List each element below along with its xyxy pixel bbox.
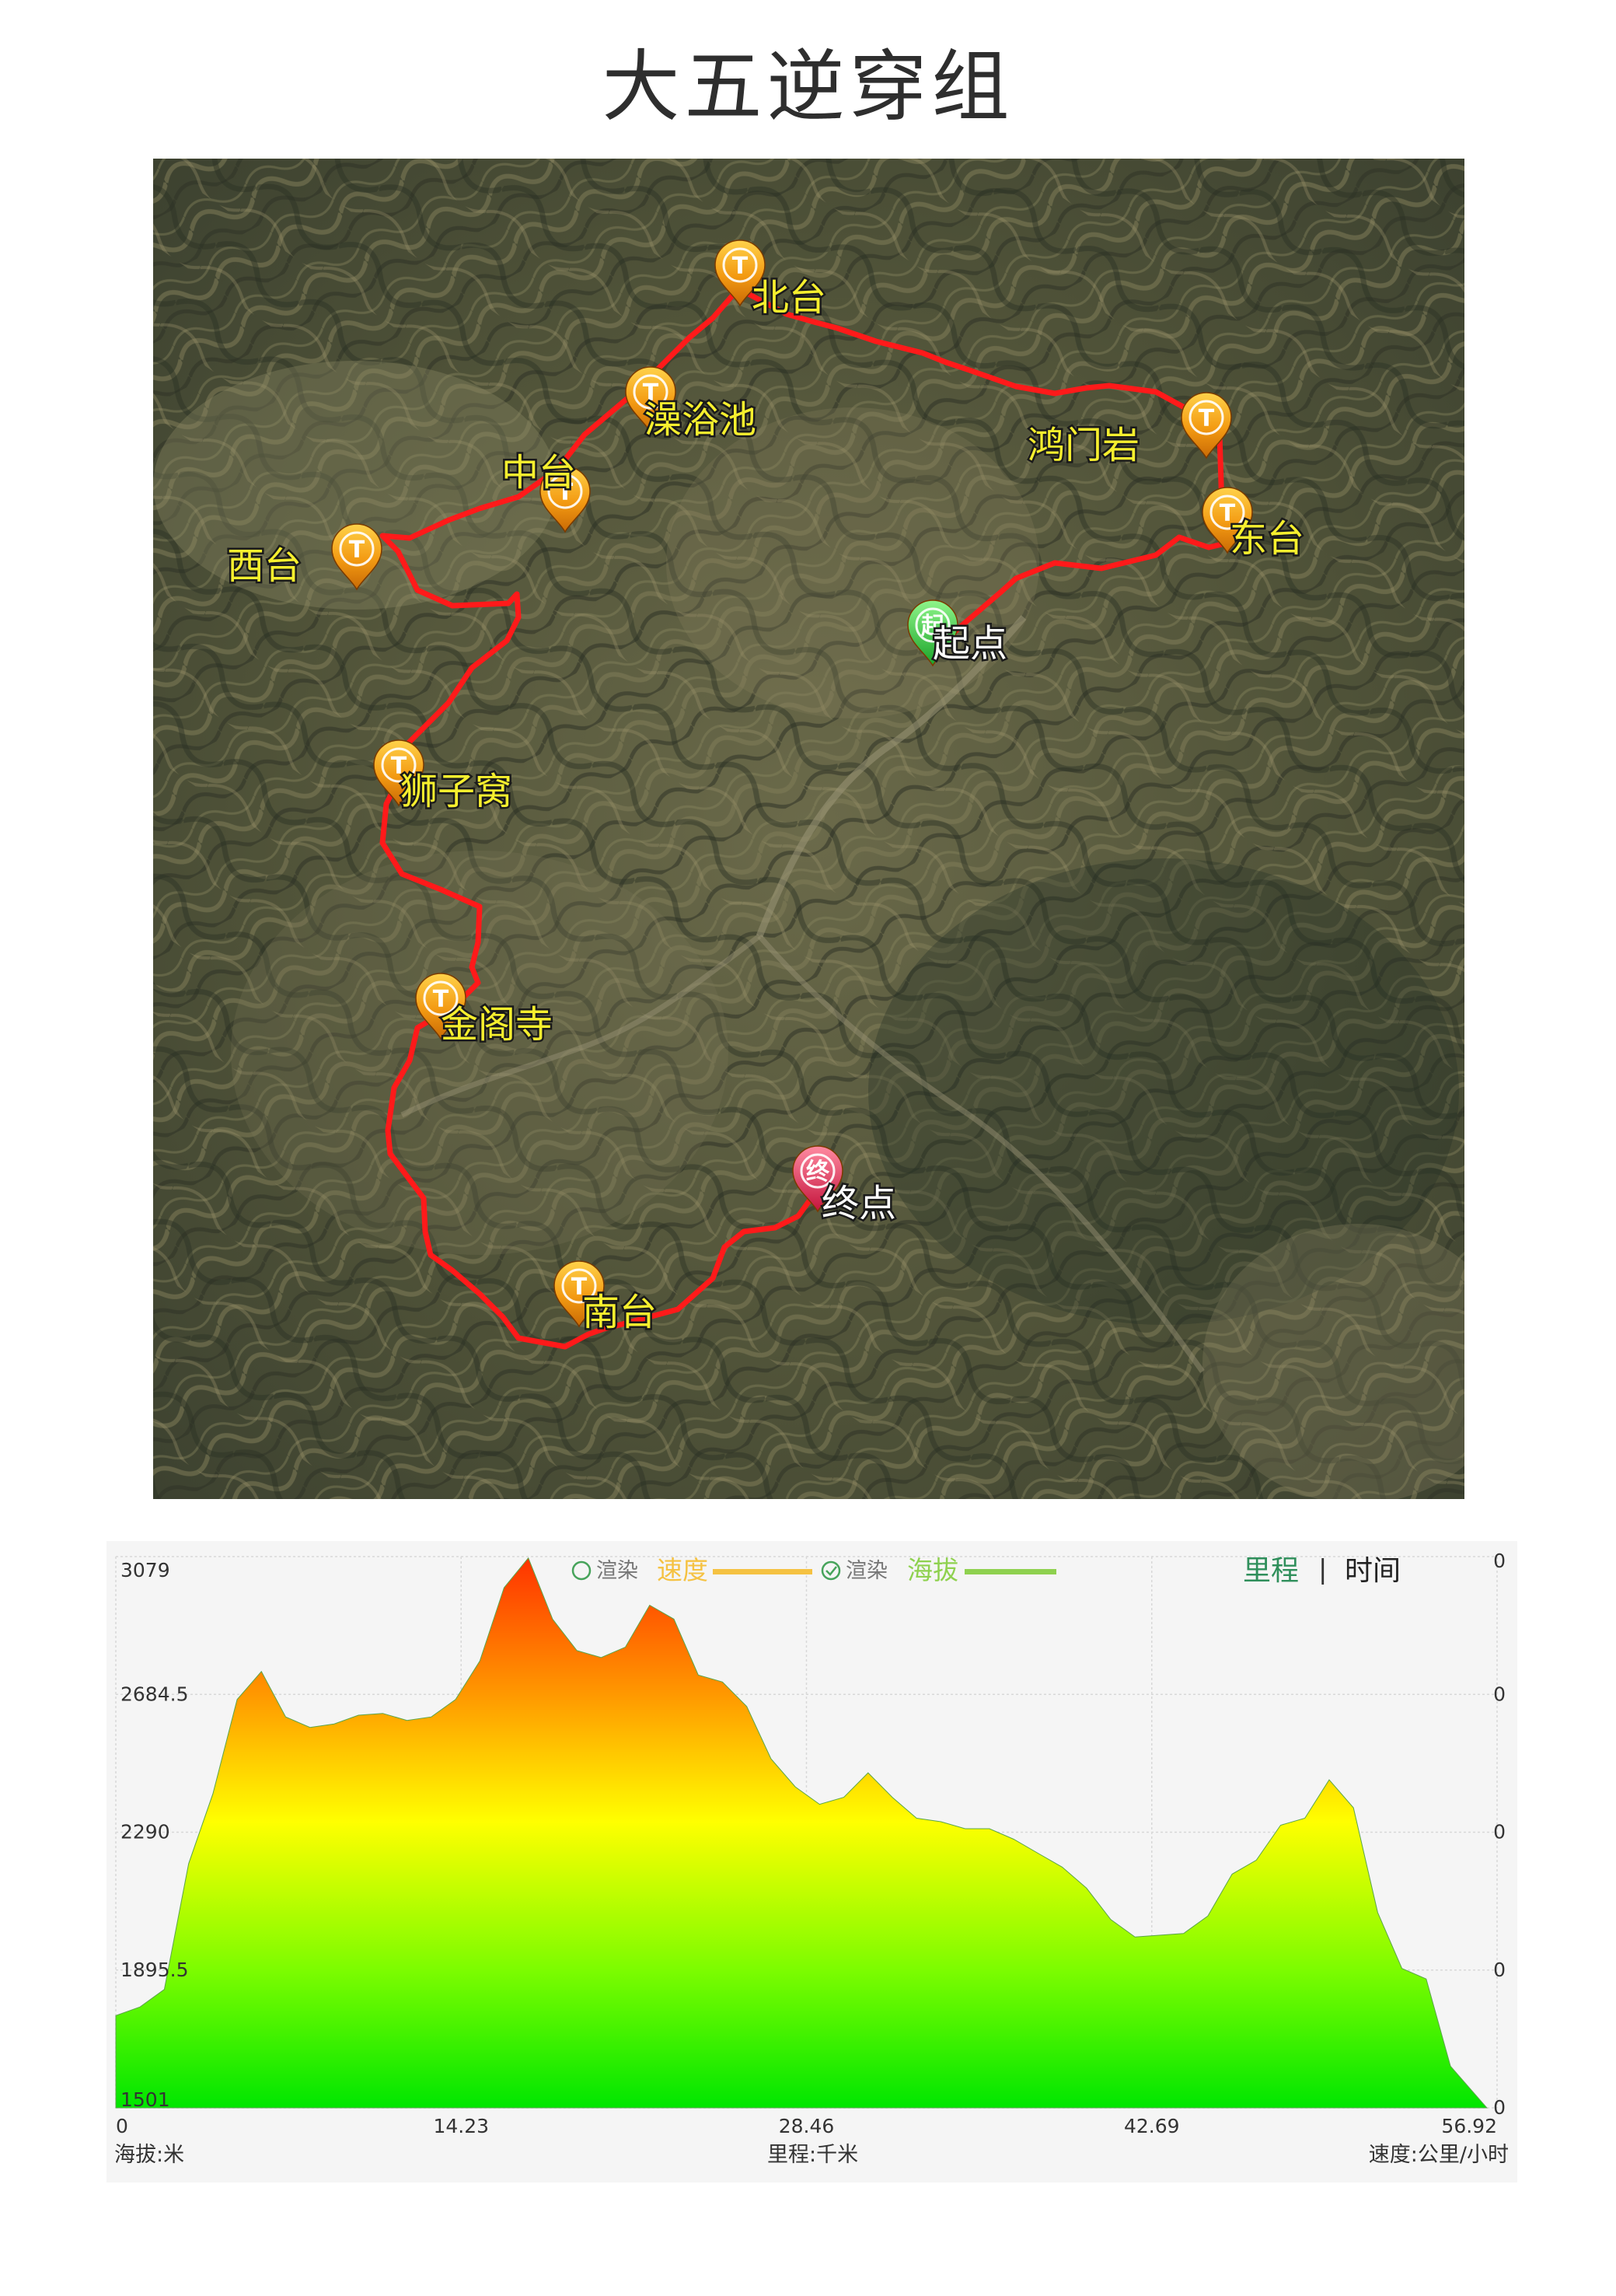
waypoint-label: 起点 (933, 622, 1007, 666)
pin-glyph: T (1199, 405, 1215, 432)
waypoint-label: 北台 (752, 276, 826, 320)
checked-radio-icon[interactable] (821, 1560, 841, 1581)
t-pin-icon[interactable]: T (539, 466, 591, 533)
legend-speed[interactable]: 渲染 速度 (571, 1555, 812, 1585)
waypoint-5[interactable]: T 鸿门岩 (1026, 392, 1232, 470)
y-axis-label: 海拔:米 (114, 2143, 184, 2167)
pin-glyph: 起 (921, 613, 945, 640)
t-pin-icon[interactable]: T (553, 1260, 605, 1328)
toggle-separator: | (1318, 1554, 1327, 1585)
pin-glyph: T (732, 253, 749, 280)
t-pin-icon[interactable]: T (415, 973, 466, 1040)
route-line (379, 284, 1237, 1350)
t-pin-icon[interactable]: T (373, 739, 424, 807)
x-tick-label: 56.92 (1441, 2115, 1497, 2137)
check-mark-icon (825, 1566, 837, 1576)
waypoint-label: 东台 (1230, 517, 1304, 561)
t-pin-icon[interactable]: T (1181, 392, 1232, 460)
y-tick-label: 2684.5 (120, 1683, 188, 1705)
waypoint-1[interactable]: T北台 (714, 239, 829, 322)
toggle-time[interactable]: 时间 (1345, 1555, 1401, 1587)
pin-glyph: T (1220, 500, 1236, 527)
y-tick-label: 1895.5 (120, 1959, 188, 1981)
legend-elevation-prefix: 渲染 (846, 1559, 888, 1583)
satellite-map[interactable]: T 北台 T 澡浴池 T 中台 T 西台 T 鸿门岩 T 东台起起点 T 狮子窝 T 金阁寺终终点 T 南台 (153, 159, 1464, 1499)
y2-tick-label: 0 (1493, 1959, 1506, 1981)
legend-speed-label: 速度 (657, 1555, 708, 1585)
waypoint-label: 狮子窝 (400, 770, 512, 813)
y2-axis-label: 速度:公里/小时 (1369, 2143, 1509, 2167)
unchecked-radio-icon[interactable] (571, 1560, 592, 1581)
page-title: 大五逆穿组 (602, 41, 1014, 132)
x-tick-label: 0 (116, 2115, 128, 2137)
elevation-chart[interactable]: 3079 2684.5 2290 1895.5 1501 0 0 0 0 0 0 14.23 28.… (106, 1541, 1517, 2182)
x-tick-label: 28.46 (779, 2115, 835, 2137)
waypoint-6[interactable]: T东台 (1202, 487, 1307, 563)
t-pin-icon[interactable]: T (625, 366, 676, 434)
pin-glyph: T (391, 753, 407, 780)
t-pin-icon[interactable]: T (331, 523, 382, 591)
waypoint-11[interactable]: T南台 (553, 1260, 659, 1337)
waypoint-3[interactable]: T中台 (500, 449, 591, 533)
y2-tick-label: 0 (1493, 1683, 1506, 1705)
pin-glyph: T (557, 479, 574, 506)
waypoint-label: 鸿门岩 (1028, 424, 1140, 467)
waypoint-4[interactable]: T 西台 (225, 523, 382, 591)
waypoint-label: 西台 (227, 544, 302, 588)
legend-elevation-label: 海拔 (907, 1555, 958, 1585)
waypoint-label: 金阁寺 (441, 1003, 553, 1047)
waypoint-label: 南台 (582, 1291, 657, 1334)
y-tick-label: 2290 (120, 1821, 170, 1843)
legend-speed-swatch (713, 1569, 812, 1574)
pin-glyph: T (349, 536, 365, 564)
x-tick-label: 42.69 (1124, 2115, 1180, 2137)
y2-tick-label: 0 (1493, 1821, 1506, 1843)
legend-elevation[interactable]: 渲染 海拔 (821, 1555, 1056, 1585)
waypoint-label: 澡浴池 (644, 398, 756, 442)
y2-tick-label: 0 (1493, 1550, 1506, 1572)
waypoint-label: 中台 (501, 451, 576, 494)
pin-glyph: T (643, 379, 659, 407)
pin-glyph: 终 (806, 1158, 830, 1186)
waypoint-label: 终点 (822, 1182, 896, 1225)
toggle-mileage[interactable]: 里程 (1243, 1555, 1299, 1587)
start-pin-icon[interactable]: 起 (907, 599, 958, 667)
y2-tick-label: 0 (1493, 2096, 1506, 2119)
x-tick-label: 14.23 (433, 2115, 489, 2137)
pin-glyph: T (571, 1274, 588, 1301)
legend-speed-prefix: 渲染 (596, 1559, 638, 1583)
t-pin-icon[interactable]: T (714, 239, 766, 307)
waypoint-7[interactable]: 起起点 (907, 599, 1010, 668)
end-pin-icon[interactable]: 终 (792, 1145, 843, 1213)
legend-elevation-swatch (965, 1569, 1056, 1574)
x-axis-label: 里程:千米 (767, 2143, 858, 2167)
y-tick-label: 1501 (120, 2088, 170, 2111)
elevation-area (115, 1557, 1489, 2109)
y-tick-label: 3079 (120, 1559, 170, 1581)
t-pin-icon[interactable]: T (1202, 487, 1253, 554)
pin-glyph: T (433, 986, 449, 1013)
waypoint-10[interactable]: 终终点 (792, 1145, 899, 1228)
